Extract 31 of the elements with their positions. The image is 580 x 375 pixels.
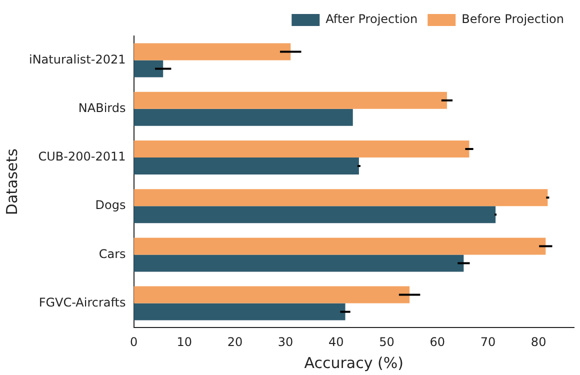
y-tick-label: NABirds bbox=[78, 101, 126, 116]
legend-label: After Projection bbox=[326, 12, 418, 26]
bar bbox=[134, 206, 496, 224]
bar bbox=[134, 254, 464, 272]
bar bbox=[134, 43, 291, 60]
bar bbox=[134, 286, 410, 304]
x-tick-label: 30 bbox=[278, 334, 294, 349]
y-tick-label: CUB-200-2011 bbox=[38, 150, 126, 164]
y-tick-label: Cars bbox=[98, 246, 126, 261]
bar bbox=[134, 158, 359, 175]
x-tick-label: 70 bbox=[480, 334, 496, 349]
bar bbox=[134, 303, 346, 320]
bar bbox=[134, 238, 546, 255]
x-tick-label: 80 bbox=[530, 334, 546, 349]
x-tick-label: 0 bbox=[130, 334, 138, 349]
x-tick-label: 20 bbox=[227, 334, 243, 349]
bar bbox=[134, 189, 548, 206]
y-axis-title: Datasets bbox=[2, 148, 21, 216]
bar bbox=[134, 140, 470, 158]
bar bbox=[134, 108, 353, 126]
y-tick-label: Dogs bbox=[95, 198, 126, 212]
x-axis-title: Accuracy (%) bbox=[304, 354, 404, 372]
x-tick-label: 40 bbox=[328, 334, 344, 349]
legend-label: Before Projection bbox=[462, 12, 564, 26]
x-tick-label: 60 bbox=[430, 334, 446, 349]
x-tick-label: 50 bbox=[379, 334, 394, 349]
y-tick-label: iNaturalist-2021 bbox=[28, 52, 126, 66]
bar bbox=[134, 60, 164, 78]
x-tick-label: 10 bbox=[176, 334, 192, 349]
y-tick-label: FGVC-Aircrafts bbox=[38, 295, 126, 310]
bar bbox=[134, 92, 447, 109]
